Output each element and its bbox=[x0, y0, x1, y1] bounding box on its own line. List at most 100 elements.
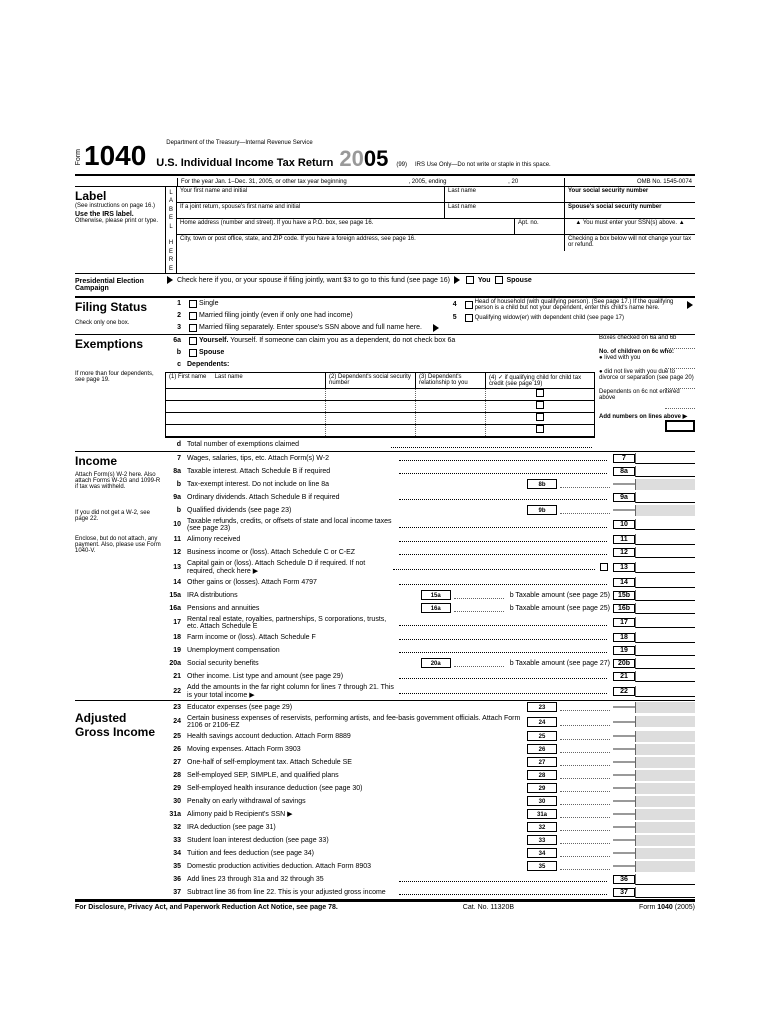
field-35[interactable] bbox=[560, 862, 610, 870]
box-12: 12 bbox=[613, 548, 635, 557]
line-24: 24Certain business expenses of reservist… bbox=[165, 714, 695, 730]
field-33[interactable] bbox=[560, 836, 610, 844]
box-20b: 20b bbox=[613, 659, 635, 668]
agi-left: Adjusted Gross Income bbox=[75, 701, 165, 899]
address-field[interactable]: Home address (number and street). If you… bbox=[177, 219, 515, 234]
spouse-first-field[interactable]: If a joint return, spouse's first name a… bbox=[177, 203, 445, 218]
label-strip: LABELHERE bbox=[165, 187, 177, 273]
field-15a[interactable] bbox=[454, 591, 504, 599]
election-you-checkbox[interactable] bbox=[466, 276, 474, 284]
6b-checkbox[interactable] bbox=[189, 349, 197, 357]
line-18: 18Farm income or (loss). Attach Schedule… bbox=[165, 631, 695, 644]
label-otherwise: Otherwise, please print or type. bbox=[75, 218, 162, 224]
field-29[interactable] bbox=[560, 784, 610, 792]
dependent-row[interactable] bbox=[166, 425, 594, 437]
filing-2-checkbox[interactable] bbox=[189, 312, 197, 320]
amt-9a[interactable] bbox=[635, 492, 695, 503]
field-27[interactable] bbox=[560, 758, 610, 766]
amt-18[interactable] bbox=[635, 632, 695, 643]
field-30[interactable] bbox=[560, 797, 610, 805]
field-16a[interactable] bbox=[454, 604, 504, 612]
field-31a[interactable] bbox=[560, 810, 610, 818]
mid-25: 25 bbox=[527, 731, 557, 741]
line-14: 14Other gains or (losses). Attach Form 4… bbox=[165, 576, 695, 589]
line-7: 7Wages, salaries, tips, etc. Attach Form… bbox=[165, 452, 695, 465]
amt-14[interactable] bbox=[635, 577, 695, 588]
amt-11[interactable] bbox=[635, 534, 695, 545]
filing-1-checkbox[interactable] bbox=[189, 300, 197, 308]
exemptions-left: Exemptions If more than four dependents,… bbox=[75, 335, 165, 451]
filing-4-checkbox[interactable] bbox=[465, 301, 473, 309]
election-text: Check here if you, or your spouse if fil… bbox=[165, 276, 695, 294]
label-fields: Your first name and initial Last name Yo… bbox=[177, 187, 695, 273]
amt-10[interactable] bbox=[635, 519, 695, 530]
box-14: 14 bbox=[613, 578, 635, 587]
amt-7[interactable] bbox=[635, 453, 695, 464]
filing-5-checkbox[interactable] bbox=[465, 314, 473, 322]
spouse-last-field[interactable]: Last name bbox=[445, 203, 565, 218]
dependent-row[interactable] bbox=[166, 401, 594, 413]
amt-12[interactable] bbox=[635, 547, 695, 558]
election-spouse-checkbox[interactable] bbox=[495, 276, 503, 284]
mid-27: 27 bbox=[527, 757, 557, 767]
year: 2005 bbox=[339, 146, 388, 172]
amt-17[interactable] bbox=[635, 617, 695, 628]
amt-13[interactable] bbox=[635, 562, 695, 573]
field-20a[interactable] bbox=[454, 659, 504, 667]
mid-28: 28 bbox=[527, 770, 557, 780]
field-34[interactable] bbox=[560, 849, 610, 857]
form-number: 1040 bbox=[84, 140, 146, 172]
field-24[interactable] bbox=[560, 718, 610, 726]
field-28[interactable] bbox=[560, 771, 610, 779]
amt-15b[interactable] bbox=[635, 590, 695, 601]
period-text: For the year Jan. 1–Dec. 31, 2005, or ot… bbox=[177, 178, 565, 186]
title-row: U.S. Individual Income Tax Return 2005 (… bbox=[156, 146, 695, 172]
field-8b[interactable] bbox=[560, 480, 610, 488]
mid-20a: 20a bbox=[421, 658, 451, 668]
amt-22[interactable] bbox=[635, 686, 695, 697]
line-b: bQualified dividends (see page 23)9b bbox=[165, 504, 695, 517]
dependent-row[interactable] bbox=[166, 389, 594, 401]
form-title: U.S. Individual Income Tax Return bbox=[156, 157, 333, 169]
dependent-row[interactable] bbox=[166, 413, 594, 425]
box-19: 19 bbox=[613, 646, 635, 655]
amt-20b[interactable] bbox=[635, 658, 695, 669]
mid-26: 26 bbox=[527, 744, 557, 754]
filing-status-section: Filing Status Check only one box. 1Singl… bbox=[75, 298, 695, 335]
line-31a: 31aAlimony paid b Recipient's SSN ▶31a bbox=[165, 808, 695, 821]
exemptions-section: Exemptions If more than four dependents,… bbox=[75, 335, 695, 452]
amt-8a[interactable] bbox=[635, 466, 695, 477]
mid-34: 34 bbox=[527, 848, 557, 858]
amt-16b[interactable] bbox=[635, 603, 695, 614]
last-name-field[interactable]: Last name bbox=[445, 187, 565, 202]
field-23[interactable] bbox=[560, 703, 610, 711]
field-32[interactable] bbox=[560, 823, 610, 831]
mid-31a: 31a bbox=[527, 809, 557, 819]
line-16a: 16aPensions and annuities16ab Taxable am… bbox=[165, 602, 695, 615]
filing-3-checkbox[interactable] bbox=[189, 324, 197, 332]
chk-13[interactable] bbox=[600, 563, 608, 571]
amt-37[interactable] bbox=[635, 887, 695, 898]
amt-21[interactable] bbox=[635, 671, 695, 682]
line-28: 28Self-employed SEP, SIMPLE, and qualifi… bbox=[165, 769, 695, 782]
6a-checkbox[interactable] bbox=[189, 337, 197, 345]
omb: OMB No. 1545-0074 bbox=[565, 178, 695, 186]
city-field[interactable]: City, town or post office, state, and ZI… bbox=[177, 235, 565, 251]
first-name-field[interactable]: Your first name and initial bbox=[177, 187, 445, 202]
field-9b[interactable] bbox=[560, 506, 610, 514]
line-22: 22Add the amounts in the far right colum… bbox=[165, 683, 695, 700]
mid-33: 33 bbox=[527, 835, 557, 845]
total-exemptions-box[interactable] bbox=[665, 420, 695, 432]
line-35: 35Domestic production activities deducti… bbox=[165, 860, 695, 873]
box-8a: 8a bbox=[613, 467, 635, 476]
mid-35: 35 bbox=[527, 861, 557, 871]
line-30: 30Penalty on early withdrawal of savings… bbox=[165, 795, 695, 808]
filing-left: Filing Status Check only one box. bbox=[75, 298, 165, 334]
amt-36[interactable] bbox=[635, 874, 695, 885]
apt-field[interactable]: Apt. no. bbox=[515, 219, 565, 234]
amt-19[interactable] bbox=[635, 645, 695, 656]
field-26[interactable] bbox=[560, 745, 610, 753]
line-37: 37Subtract line 36 from line 22. This is… bbox=[165, 886, 695, 899]
field-25[interactable] bbox=[560, 732, 610, 740]
line-9a: 9aOrdinary dividends. Attach Schedule B … bbox=[165, 491, 695, 504]
